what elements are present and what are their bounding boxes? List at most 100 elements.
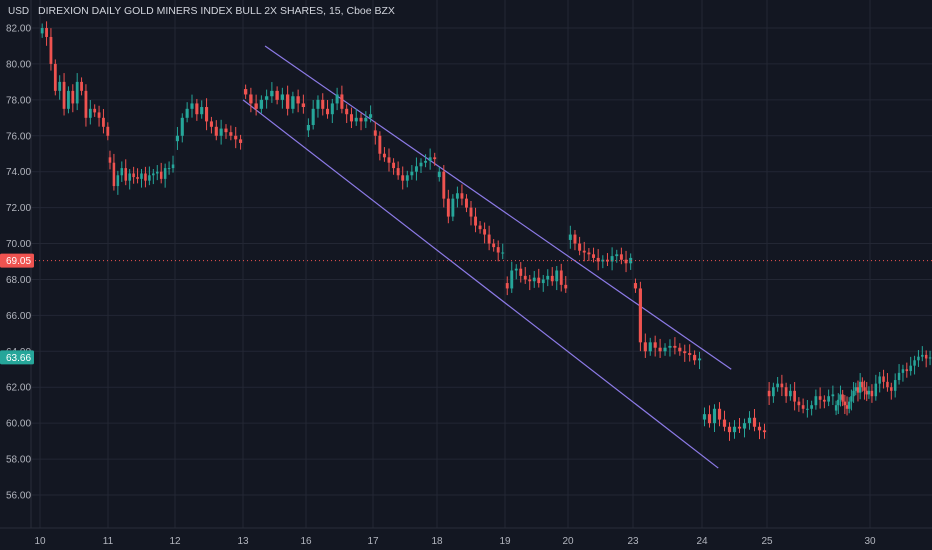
candle-body — [619, 254, 623, 260]
candle — [924, 350, 928, 368]
candle — [478, 221, 482, 234]
candle-body — [296, 96, 300, 104]
candle — [658, 338, 662, 358]
candle — [537, 268, 541, 288]
candle — [75, 73, 79, 111]
candle — [249, 87, 253, 113]
price-tick-label: 72.00 — [6, 203, 31, 214]
candle — [45, 21, 48, 46]
candle-body — [890, 387, 893, 391]
candle-body — [834, 405, 838, 411]
candle — [219, 119, 223, 145]
candle-body — [780, 383, 784, 388]
candle — [200, 100, 204, 119]
candle — [505, 276, 509, 296]
candle — [492, 239, 496, 252]
candle-body — [478, 225, 482, 230]
candle-body — [668, 345, 672, 348]
candle-body — [797, 401, 801, 406]
channel-line[interactable] — [242, 99, 719, 469]
candle-body — [564, 284, 568, 289]
candle — [128, 168, 131, 190]
candle-body — [784, 387, 788, 397]
candle — [501, 243, 505, 260]
candle-body — [291, 96, 295, 109]
time-tick-label: 10 — [34, 536, 46, 547]
candle — [84, 84, 88, 127]
candle — [834, 400, 838, 416]
candle-body — [195, 103, 199, 115]
candle — [254, 94, 258, 116]
candle-body — [587, 252, 591, 255]
candle-body — [359, 117, 363, 122]
candle-body — [433, 157, 437, 160]
candle-body — [702, 414, 707, 420]
price-badge-label: 63.66 — [6, 353, 31, 364]
candle — [209, 116, 213, 134]
candle-body — [148, 175, 151, 181]
candle — [633, 278, 638, 293]
candle-body — [852, 390, 855, 397]
time-axis-panel[interactable] — [0, 528, 932, 550]
candle — [780, 374, 784, 397]
candle-body — [180, 117, 184, 136]
candle-body — [806, 408, 809, 410]
candle — [465, 194, 468, 213]
candle-body — [382, 153, 386, 158]
candle-body — [793, 390, 796, 402]
candle — [321, 93, 325, 116]
candle-body — [219, 128, 223, 136]
candle-body — [845, 405, 849, 409]
candle-body — [843, 401, 847, 406]
candle — [163, 163, 167, 188]
candle — [858, 373, 862, 400]
candle — [697, 351, 702, 370]
price-tick-label: 62.00 — [6, 383, 31, 394]
candle-body — [280, 94, 285, 100]
candle-body — [469, 207, 473, 217]
candle-body — [62, 81, 66, 109]
candle-body — [474, 216, 477, 226]
candle — [124, 159, 127, 186]
candle — [882, 369, 885, 389]
candle-body — [592, 254, 596, 258]
time-tick-label: 19 — [499, 536, 511, 547]
candle — [870, 384, 874, 403]
price-tick-label: 74.00 — [6, 167, 31, 178]
candle-body — [340, 94, 344, 109]
candle-body — [532, 277, 536, 282]
candle — [396, 161, 400, 180]
candle-body — [45, 28, 48, 37]
candles — [40, 21, 932, 441]
price-tick-label: 78.00 — [6, 95, 31, 106]
candle-body — [270, 90, 274, 97]
candle-body — [156, 171, 159, 174]
candle — [373, 121, 377, 145]
candle-body — [624, 259, 628, 264]
candle — [354, 109, 358, 126]
candle-body — [717, 408, 722, 420]
candle — [364, 111, 368, 129]
candle-body — [71, 90, 75, 104]
candle — [793, 382, 796, 411]
candle — [280, 87, 285, 109]
price-badge: 69.05 — [0, 253, 34, 268]
candle-body — [673, 345, 677, 348]
candle-body — [88, 108, 92, 118]
candle — [592, 247, 596, 263]
candle — [185, 102, 189, 123]
candle — [831, 385, 835, 406]
candle-body — [848, 401, 851, 409]
candle — [433, 152, 437, 166]
candle — [890, 382, 893, 400]
candle-body — [378, 135, 382, 154]
candle — [573, 230, 577, 251]
candle — [159, 162, 163, 184]
candle — [732, 420, 737, 439]
candle — [410, 165, 414, 180]
candle — [886, 373, 889, 392]
candle-body — [823, 399, 826, 402]
candle-body — [878, 376, 881, 384]
candle-body — [693, 354, 697, 361]
